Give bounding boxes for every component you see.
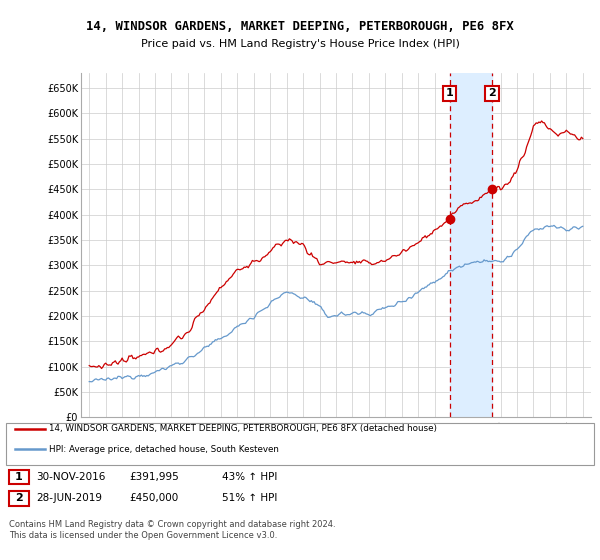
Text: 1: 1 bbox=[15, 472, 23, 482]
Text: 14, WINDSOR GARDENS, MARKET DEEPING, PETERBOROUGH, PE6 8FX (detached house): 14, WINDSOR GARDENS, MARKET DEEPING, PET… bbox=[49, 424, 437, 433]
Bar bbox=[450, 73, 492, 417]
Text: Contains HM Land Registry data © Crown copyright and database right 2024.
This d: Contains HM Land Registry data © Crown c… bbox=[9, 520, 335, 540]
Text: 28-JUN-2019: 28-JUN-2019 bbox=[36, 493, 102, 503]
Text: Price paid vs. HM Land Registry's House Price Index (HPI): Price paid vs. HM Land Registry's House … bbox=[140, 39, 460, 49]
Text: 43% ↑ HPI: 43% ↑ HPI bbox=[222, 472, 277, 482]
Text: 14, WINDSOR GARDENS, MARKET DEEPING, PETERBOROUGH, PE6 8FX: 14, WINDSOR GARDENS, MARKET DEEPING, PET… bbox=[86, 20, 514, 32]
Text: HPI: Average price, detached house, South Kesteven: HPI: Average price, detached house, Sout… bbox=[49, 445, 279, 454]
Text: 1: 1 bbox=[446, 88, 454, 99]
Text: 30-NOV-2016: 30-NOV-2016 bbox=[36, 472, 106, 482]
Text: 2: 2 bbox=[15, 493, 23, 503]
Text: £391,995: £391,995 bbox=[129, 472, 179, 482]
Text: £450,000: £450,000 bbox=[129, 493, 178, 503]
Text: 51% ↑ HPI: 51% ↑ HPI bbox=[222, 493, 277, 503]
Text: 2: 2 bbox=[488, 88, 496, 99]
